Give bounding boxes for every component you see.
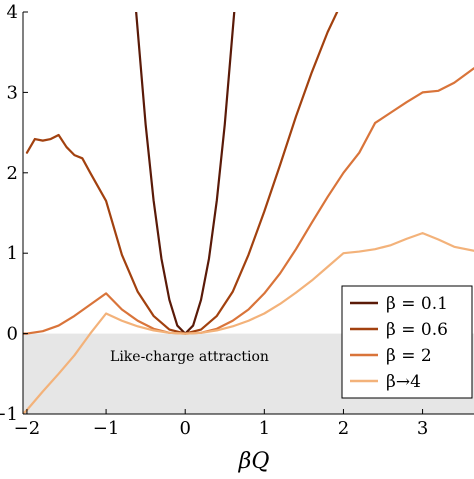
legend-label-3: β = 2 — [386, 346, 432, 366]
x-axis-title: βQ — [238, 449, 270, 474]
y-tick-label: −1 — [0, 404, 18, 425]
y-tick-label: 3 — [7, 82, 18, 103]
x-tick-label: 1 — [259, 418, 270, 439]
series-line-1 — [135, 12, 236, 335]
y-tick-label: 4 — [7, 2, 18, 23]
x-tick-label: 2 — [338, 418, 349, 439]
legend-label-2: β = 0.6 — [386, 320, 448, 340]
x-tick-label: −2 — [14, 418, 41, 439]
x-tick-label: 0 — [179, 418, 190, 439]
series-line-3 — [23, 67, 474, 335]
legend-label-4: β→4 — [386, 372, 421, 392]
legend-label-1: β = 0.1 — [386, 294, 448, 314]
series-line-2 — [25, 12, 339, 335]
series-layer — [23, 12, 474, 414]
legend: β = 0.1 β = 0.6 β = 2 β→4 — [341, 285, 473, 399]
series-line-4 — [23, 232, 474, 414]
y-tick-label: 1 — [7, 243, 18, 264]
x-tick-label: 3 — [417, 418, 428, 439]
x-tick-label: −1 — [93, 418, 120, 439]
y-tick-label: 0 — [7, 324, 18, 345]
shaded-region-label: Like-charge attraction — [110, 349, 269, 365]
y-tick-label: 2 — [7, 163, 18, 184]
legend-box — [341, 285, 473, 399]
